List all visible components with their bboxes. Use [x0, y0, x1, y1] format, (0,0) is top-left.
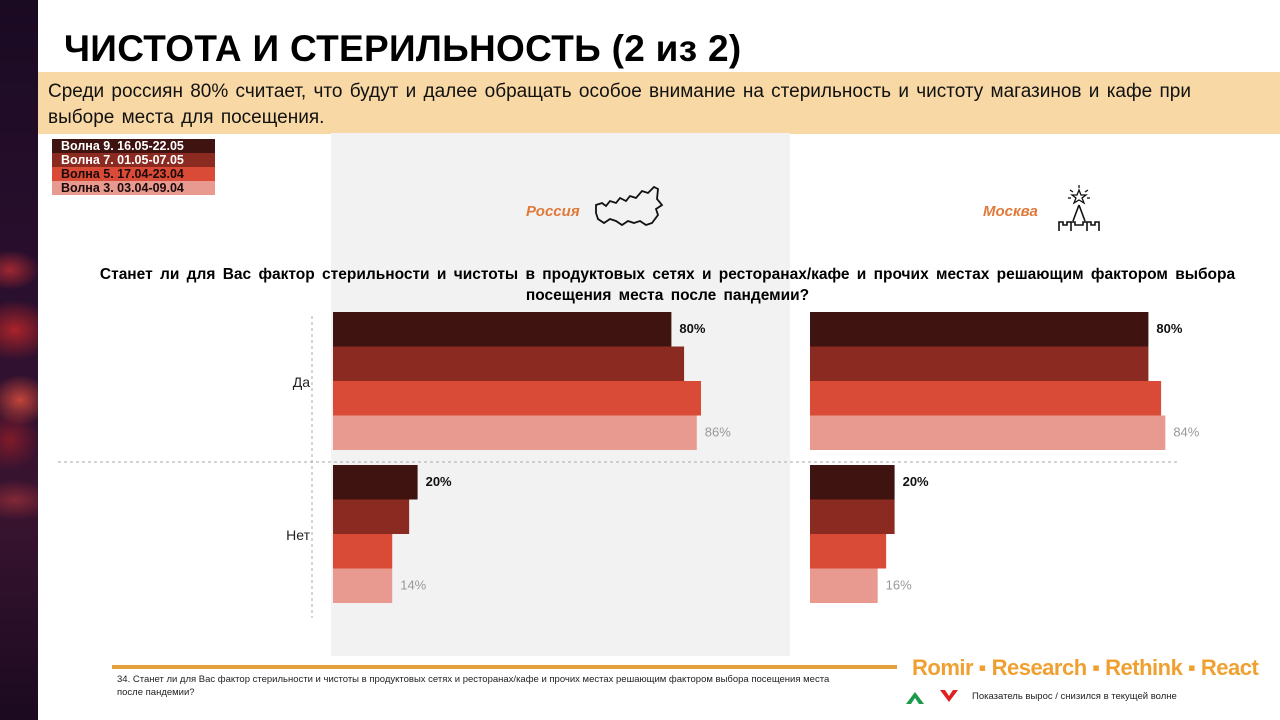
data-label: 16% [886, 578, 912, 593]
page-title: ЧИСТОТА И СТЕРИЛЬНОСТЬ (2 из 2) [64, 28, 742, 69]
kremlin-icon [1058, 185, 1100, 231]
bar-moscow [810, 568, 878, 603]
arrow-down-icon [940, 690, 958, 702]
arrow-hint: Показатель вырос / снизился в текущей во… [972, 691, 1177, 702]
category-label: Нет [286, 527, 310, 543]
bar-moscow [810, 465, 895, 500]
data-label: 80% [679, 321, 705, 336]
bar-moscow [810, 415, 1166, 450]
bar-moscow [810, 534, 887, 569]
data-label: 86% [705, 425, 731, 440]
chart-question: Станет ли для Вас фактор стерильности и … [99, 266, 1236, 304]
data-label: 20% [426, 474, 452, 489]
region-label-moscow: Москва [983, 203, 1038, 220]
category-label: Да [293, 374, 310, 390]
bar-russia [333, 381, 702, 416]
footer-divider [112, 665, 897, 669]
bar-moscow [810, 312, 1149, 347]
bar-moscow [810, 499, 895, 534]
russia-map-icon [595, 185, 664, 227]
data-label: 20% [903, 474, 929, 489]
summary-banner: Среди россиян 80% считает, что будут и д… [38, 72, 1280, 134]
bar-moscow [810, 346, 1149, 381]
bar-russia [333, 499, 410, 534]
brand-logo: Romir ▪ Research ▪ Rethink ▪ React [912, 655, 1259, 680]
bar-russia [333, 346, 685, 381]
bar-russia [333, 465, 418, 500]
bar-russia [333, 568, 393, 603]
legend-item-wave9: Волна 9. 16.05-22.05 [52, 139, 215, 153]
summary-text: Среди россиян 80% считает, что будут и д… [48, 81, 1191, 128]
data-label: 84% [1173, 425, 1199, 440]
legend-item-wave7: Волна 7. 01.05-07.05 [52, 153, 215, 167]
bar-russia [333, 312, 672, 347]
legend: Волна 9. 16.05-22.05 Волна 7. 01.05-07.0… [52, 139, 215, 195]
legend-item-wave5: Волна 5. 17.04-23.04 [52, 167, 215, 181]
data-label: 80% [1156, 321, 1182, 336]
bar-moscow [810, 381, 1162, 416]
legend-item-wave3: Волна 3. 03.04-09.04 [52, 181, 215, 195]
data-label: 14% [400, 578, 426, 593]
footnote: 34. Станет ли для Вас фактор стерильност… [117, 674, 830, 698]
arrow-up-icon [906, 692, 924, 704]
region-label-russia: Россия [526, 203, 580, 220]
decorative-side-strip [0, 0, 38, 720]
bar-russia [333, 415, 697, 450]
bar-russia [333, 534, 393, 569]
